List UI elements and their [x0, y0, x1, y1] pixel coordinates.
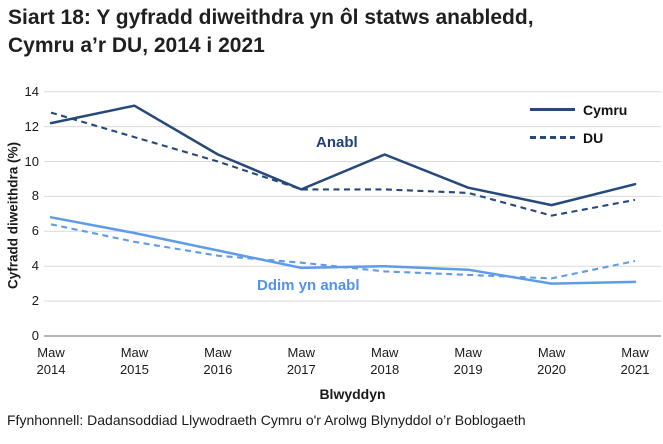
y-tick-label: 14: [24, 83, 39, 99]
solid-line-icon: [530, 108, 575, 111]
chart-title-line1: Siart 18: Y gyfradd diweithdra yn ôl sta…: [8, 6, 534, 29]
x-tick-label: Maw 2017: [286, 345, 316, 377]
x-tick-label: Maw 2018: [370, 345, 400, 377]
x-axis-title: Blwyddyn: [319, 386, 386, 402]
x-tick-label: Maw 2016: [203, 345, 233, 377]
source-note: Ffynhonnell: Dadansoddiad Llywodraeth Cy…: [7, 412, 526, 428]
y-tick-label: 8: [31, 188, 39, 204]
x-tick-label: Maw 2014: [36, 345, 66, 377]
x-tick-label: Maw 2019: [453, 345, 483, 377]
legend-label-du: DU: [583, 129, 604, 146]
y-tick-label: 2: [31, 293, 39, 309]
x-tick-label: Maw 2020: [537, 345, 567, 377]
chart-title: Siart 18: Y gyfradd diweithdra yn ôl sta…: [8, 4, 534, 60]
x-tick-label: Maw 2021: [620, 345, 650, 377]
series-group-label-ddim-yn-anabl: Ddim yn anabl: [257, 277, 360, 294]
y-tick-label: 10: [24, 153, 39, 169]
series-line-cymru-anabl: [49, 104, 637, 207]
legend: Cymru DU: [530, 98, 627, 154]
legend-label-cymru: Cymru: [583, 101, 628, 118]
series-line-du-ddim-yn-anabl: [50, 223, 636, 280]
series-group-label-anabl: Anabl: [316, 134, 358, 151]
x-tick-label: Maw 2015: [119, 345, 149, 377]
y-tick-label: 6: [31, 223, 39, 239]
legend-item-cymru: Cymru: [530, 98, 627, 121]
y-tick-label: 12: [24, 118, 39, 134]
series-line-cymru-ddim-yn-anabl: [49, 216, 637, 285]
y-tick-label: 4: [31, 258, 39, 274]
legend-item-du: DU: [530, 126, 627, 149]
y-tick-label: 0: [31, 328, 39, 343]
dashed-line-icon: [530, 136, 575, 139]
chart-title-line2: Cymru a’r DU, 2014 i 2021: [8, 34, 265, 57]
